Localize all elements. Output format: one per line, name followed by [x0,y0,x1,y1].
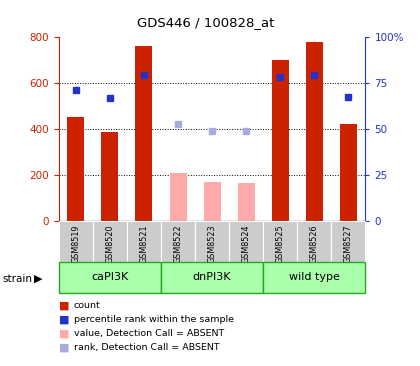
Bar [161,262,263,293]
Bar [297,221,331,262]
Bar [331,221,365,262]
Text: GSM8527: GSM8527 [344,225,353,263]
Text: ▶: ▶ [34,274,43,284]
Bar [263,221,297,262]
Bar [67,117,84,221]
Bar [238,183,255,221]
Text: dnPI3K: dnPI3K [193,272,231,282]
Text: percentile rank within the sample: percentile rank within the sample [74,315,234,324]
Bar [340,124,357,221]
Bar [127,221,161,262]
Text: GSM8520: GSM8520 [105,225,114,263]
Bar [263,262,365,293]
Bar [170,173,186,221]
Text: strain: strain [2,274,32,284]
Text: rank, Detection Call = ABSENT: rank, Detection Call = ABSENT [74,343,219,352]
Bar [229,221,263,262]
Text: GSM8521: GSM8521 [139,225,148,263]
Text: value, Detection Call = ABSENT: value, Detection Call = ABSENT [74,329,224,338]
Bar [306,42,323,221]
Text: wild type: wild type [289,272,340,282]
Text: GSM8522: GSM8522 [173,225,183,263]
Bar [195,221,229,262]
Bar [101,132,118,221]
Text: caPI3K: caPI3K [91,272,129,282]
Text: ■: ■ [59,342,69,352]
Bar [135,46,152,221]
Bar [204,182,220,221]
Bar [93,221,127,262]
Text: ■: ■ [59,300,69,311]
Bar [272,60,289,221]
Text: ■: ■ [59,314,69,325]
Bar [161,221,195,262]
Bar [59,262,161,293]
Text: GSM8519: GSM8519 [71,225,80,263]
Text: GDS446 / 100828_at: GDS446 / 100828_at [137,16,275,30]
Text: GSM8525: GSM8525 [276,225,285,263]
Text: ■: ■ [59,328,69,339]
Text: GSM8526: GSM8526 [310,225,319,263]
Text: count: count [74,301,100,310]
Text: GSM8524: GSM8524 [241,225,251,263]
Text: GSM8523: GSM8523 [207,225,217,263]
Bar [59,221,93,262]
